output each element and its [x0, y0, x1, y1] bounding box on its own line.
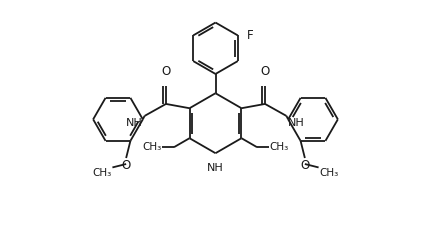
Text: O: O — [260, 65, 269, 78]
Text: O: O — [300, 159, 309, 172]
Text: NH: NH — [207, 163, 223, 173]
Text: NH: NH — [288, 118, 304, 128]
Text: NH: NH — [126, 118, 142, 128]
Text: CH₃: CH₃ — [142, 142, 161, 152]
Text: CH₃: CH₃ — [92, 168, 111, 178]
Text: CH₃: CH₃ — [319, 168, 338, 178]
Text: O: O — [161, 65, 170, 78]
Text: F: F — [247, 29, 253, 42]
Text: CH₃: CH₃ — [269, 142, 288, 152]
Text: O: O — [121, 159, 130, 172]
